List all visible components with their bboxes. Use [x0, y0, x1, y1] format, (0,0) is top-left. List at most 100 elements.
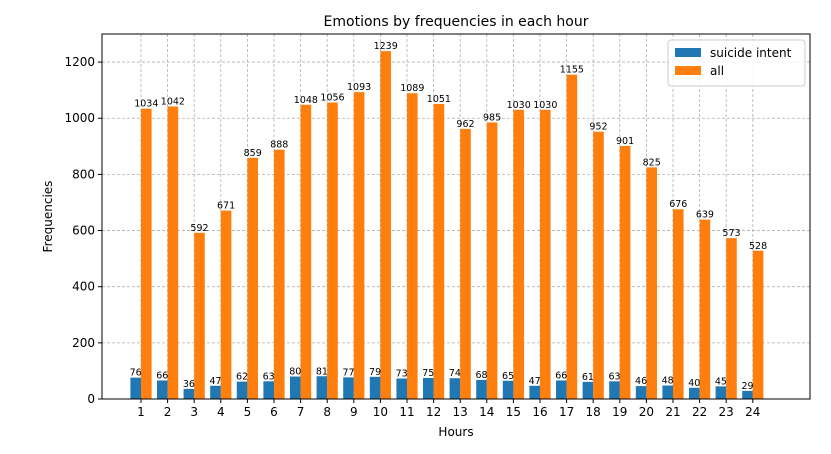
- data-label-suicide-intent: 63: [608, 371, 620, 382]
- data-label-suicide-intent: 80: [289, 367, 301, 378]
- x-tick-label: 10: [373, 405, 388, 419]
- x-tick-label: 7: [297, 405, 305, 419]
- legend-entry: suicide intent: [710, 46, 792, 60]
- data-label-suicide-intent: 61: [582, 372, 594, 383]
- data-label-all: 952: [589, 122, 607, 133]
- bar-all: [486, 122, 498, 399]
- data-label-all: 592: [190, 223, 208, 234]
- bar-suicide-intent: [210, 385, 221, 399]
- bar-all: [619, 146, 631, 399]
- x-tick-label: 6: [270, 405, 278, 419]
- chart-title: Emotions by frequencies in each hour: [324, 14, 589, 30]
- data-label-all: 1056: [320, 93, 344, 104]
- data-label-suicide-intent: 40: [688, 378, 700, 389]
- legend-swatch: [675, 66, 701, 75]
- bar-all: [433, 103, 445, 400]
- bar-suicide-intent: [556, 380, 567, 399]
- x-tick-label: 2: [164, 405, 172, 419]
- data-label-all: 1093: [347, 82, 371, 93]
- bar-suicide-intent: [396, 378, 407, 399]
- bar-suicide-intent: [290, 376, 301, 399]
- x-tick-label: 21: [665, 405, 680, 419]
- x-tick-label: 9: [350, 405, 358, 419]
- y-tick-label: 0: [87, 392, 95, 406]
- data-label-suicide-intent: 29: [741, 381, 753, 392]
- bar-all: [673, 209, 684, 399]
- data-label-suicide-intent: 47: [529, 376, 541, 387]
- y-tick-label: 600: [72, 224, 95, 238]
- data-label-suicide-intent: 68: [475, 370, 487, 381]
- bar-all: [566, 74, 578, 399]
- legend-swatch: [675, 48, 701, 57]
- x-tick-label: 22: [692, 405, 707, 419]
- data-label-all: 1030: [533, 100, 557, 111]
- x-tick-label: 24: [745, 405, 760, 419]
- data-label-suicide-intent: 75: [422, 368, 434, 379]
- x-tick-label: 14: [479, 405, 494, 419]
- x-tick-label: 20: [639, 405, 654, 419]
- data-label-all: 676: [669, 199, 687, 210]
- bar-all: [407, 93, 418, 399]
- data-label-suicide-intent: 45: [715, 376, 727, 387]
- data-label-suicide-intent: 63: [263, 371, 275, 382]
- y-tick-label: 400: [72, 280, 95, 294]
- bar-suicide-intent: [529, 385, 540, 399]
- bar-suicide-intent: [183, 388, 195, 399]
- data-label-all: 825: [643, 157, 661, 168]
- bar-all: [540, 109, 551, 400]
- bar-suicide-intent: [689, 387, 700, 399]
- data-label-suicide-intent: 66: [156, 370, 168, 381]
- x-tick-label: 18: [586, 405, 601, 419]
- bar-all: [194, 232, 205, 399]
- bar-suicide-intent: [715, 386, 727, 399]
- data-label-all: 1048: [294, 95, 318, 106]
- data-label-all: 573: [722, 228, 740, 239]
- bar-suicide-intent: [316, 376, 328, 399]
- x-axis-label: Hours: [438, 425, 473, 439]
- y-tick-label: 1200: [64, 55, 95, 69]
- bar-all: [752, 250, 764, 399]
- legend-entry: all: [710, 64, 724, 78]
- bar-suicide-intent: [502, 380, 514, 399]
- data-label-all: 901: [616, 136, 634, 147]
- data-label-all: 859: [244, 148, 262, 159]
- bar-suicide-intent: [157, 380, 168, 399]
- y-axis-label: Frequencies: [41, 181, 55, 253]
- x-tick-label: 15: [506, 405, 521, 419]
- data-label-suicide-intent: 65: [502, 371, 514, 382]
- data-label-all: 1030: [507, 100, 531, 111]
- x-tick-label: 12: [426, 405, 441, 419]
- data-labels: 76 66 36 47 62 63 80 81 77 79 73 75 74 68 65 47 66 61 63 46…: [130, 41, 768, 392]
- data-label-suicide-intent: 48: [662, 376, 674, 387]
- data-label-all: 1034: [134, 99, 158, 110]
- data-label-all: 888: [270, 140, 288, 151]
- x-tick-label: 16: [532, 405, 547, 419]
- bar-all: [726, 238, 737, 399]
- bar-suicide-intent: [742, 390, 753, 399]
- plot-frame: [101, 33, 811, 400]
- x-tick-label: 5: [244, 405, 252, 419]
- y-tick-label: 200: [72, 336, 95, 350]
- x-tick-label: 3: [190, 405, 198, 419]
- data-label-all: 1239: [374, 41, 398, 52]
- data-label-all: 985: [483, 112, 501, 123]
- data-label-suicide-intent: 79: [369, 367, 381, 378]
- bar-all: [274, 149, 285, 399]
- bar-all: [300, 104, 312, 399]
- bar-suicide-intent: [476, 379, 487, 399]
- bars: [130, 51, 764, 400]
- bar-all: [593, 131, 604, 399]
- bar-suicide-intent: [582, 381, 594, 399]
- data-label-suicide-intent: 46: [635, 376, 647, 387]
- bar-suicide-intent: [662, 385, 673, 399]
- y-tick-label: 1000: [64, 111, 95, 125]
- data-label-all: 1042: [161, 96, 185, 107]
- data-label-suicide-intent: 47: [209, 376, 221, 387]
- x-tick-label: 19: [612, 405, 627, 419]
- bar-all: [327, 102, 338, 399]
- bar-all: [513, 109, 524, 400]
- data-label-all: 1051: [427, 94, 451, 105]
- data-label-suicide-intent: 73: [396, 369, 408, 380]
- bar-all: [380, 51, 391, 399]
